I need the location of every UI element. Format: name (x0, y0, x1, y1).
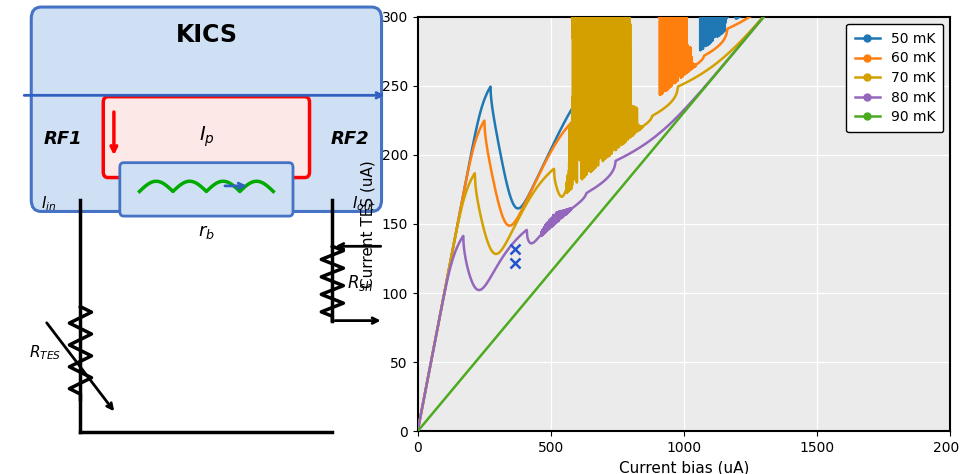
60 mK (728, 23, 739, 29)
60 mK (751, 9, 762, 15)
Text: $I_{in}$: $I_{in}$ (41, 194, 57, 213)
50 mK (439, 289, 450, 295)
60 mK (412, 428, 423, 434)
FancyBboxPatch shape (32, 7, 381, 211)
50 mK (751, 0, 762, 4)
Line: 60 mK: 60 mK (418, 0, 950, 431)
Text: $r_b$: $r_b$ (198, 223, 215, 241)
FancyBboxPatch shape (120, 163, 293, 216)
90 mK (605, 197, 616, 203)
FancyBboxPatch shape (104, 97, 309, 178)
60 mK (439, 289, 450, 295)
80 mK (439, 290, 450, 296)
80 mK (727, 51, 738, 56)
X-axis label: Current bias (uA): Current bias (uA) (619, 461, 749, 474)
Text: $R_{TES}$: $R_{TES}$ (29, 344, 61, 363)
90 mK (439, 396, 450, 402)
70 mK (727, 46, 738, 52)
50 mK (605, 39, 616, 45)
50 mK (412, 428, 423, 434)
Line: 90 mK: 90 mK (418, 0, 950, 431)
Line: 70 mK: 70 mK (418, 0, 950, 431)
80 mK (751, 23, 762, 29)
90 mK (412, 428, 423, 434)
70 mK (412, 428, 423, 434)
Line: 80 mK: 80 mK (418, 0, 950, 431)
80 mK (605, 172, 616, 177)
90 mK (727, 51, 738, 56)
60 mK (605, 103, 616, 109)
70 mK (439, 289, 450, 295)
Text: RF1: RF1 (43, 130, 82, 148)
Y-axis label: Current TES (uA): Current TES (uA) (361, 160, 376, 288)
Legend: 50 mK, 60 mK, 70 mK, 80 mK, 90 mK: 50 mK, 60 mK, 70 mK, 80 mK, 90 mK (846, 24, 944, 132)
Line: 50 mK: 50 mK (418, 0, 950, 431)
Text: RF2: RF2 (331, 130, 370, 148)
50 mK (728, 13, 739, 18)
Text: KICS: KICS (176, 23, 237, 47)
Text: $I_{out}$: $I_{out}$ (351, 194, 376, 213)
Text: $I_p$: $I_p$ (199, 125, 214, 149)
90 mK (751, 23, 762, 29)
80 mK (412, 428, 423, 434)
Text: $R_{sh}$: $R_{sh}$ (347, 273, 373, 293)
70 mK (751, 22, 762, 27)
